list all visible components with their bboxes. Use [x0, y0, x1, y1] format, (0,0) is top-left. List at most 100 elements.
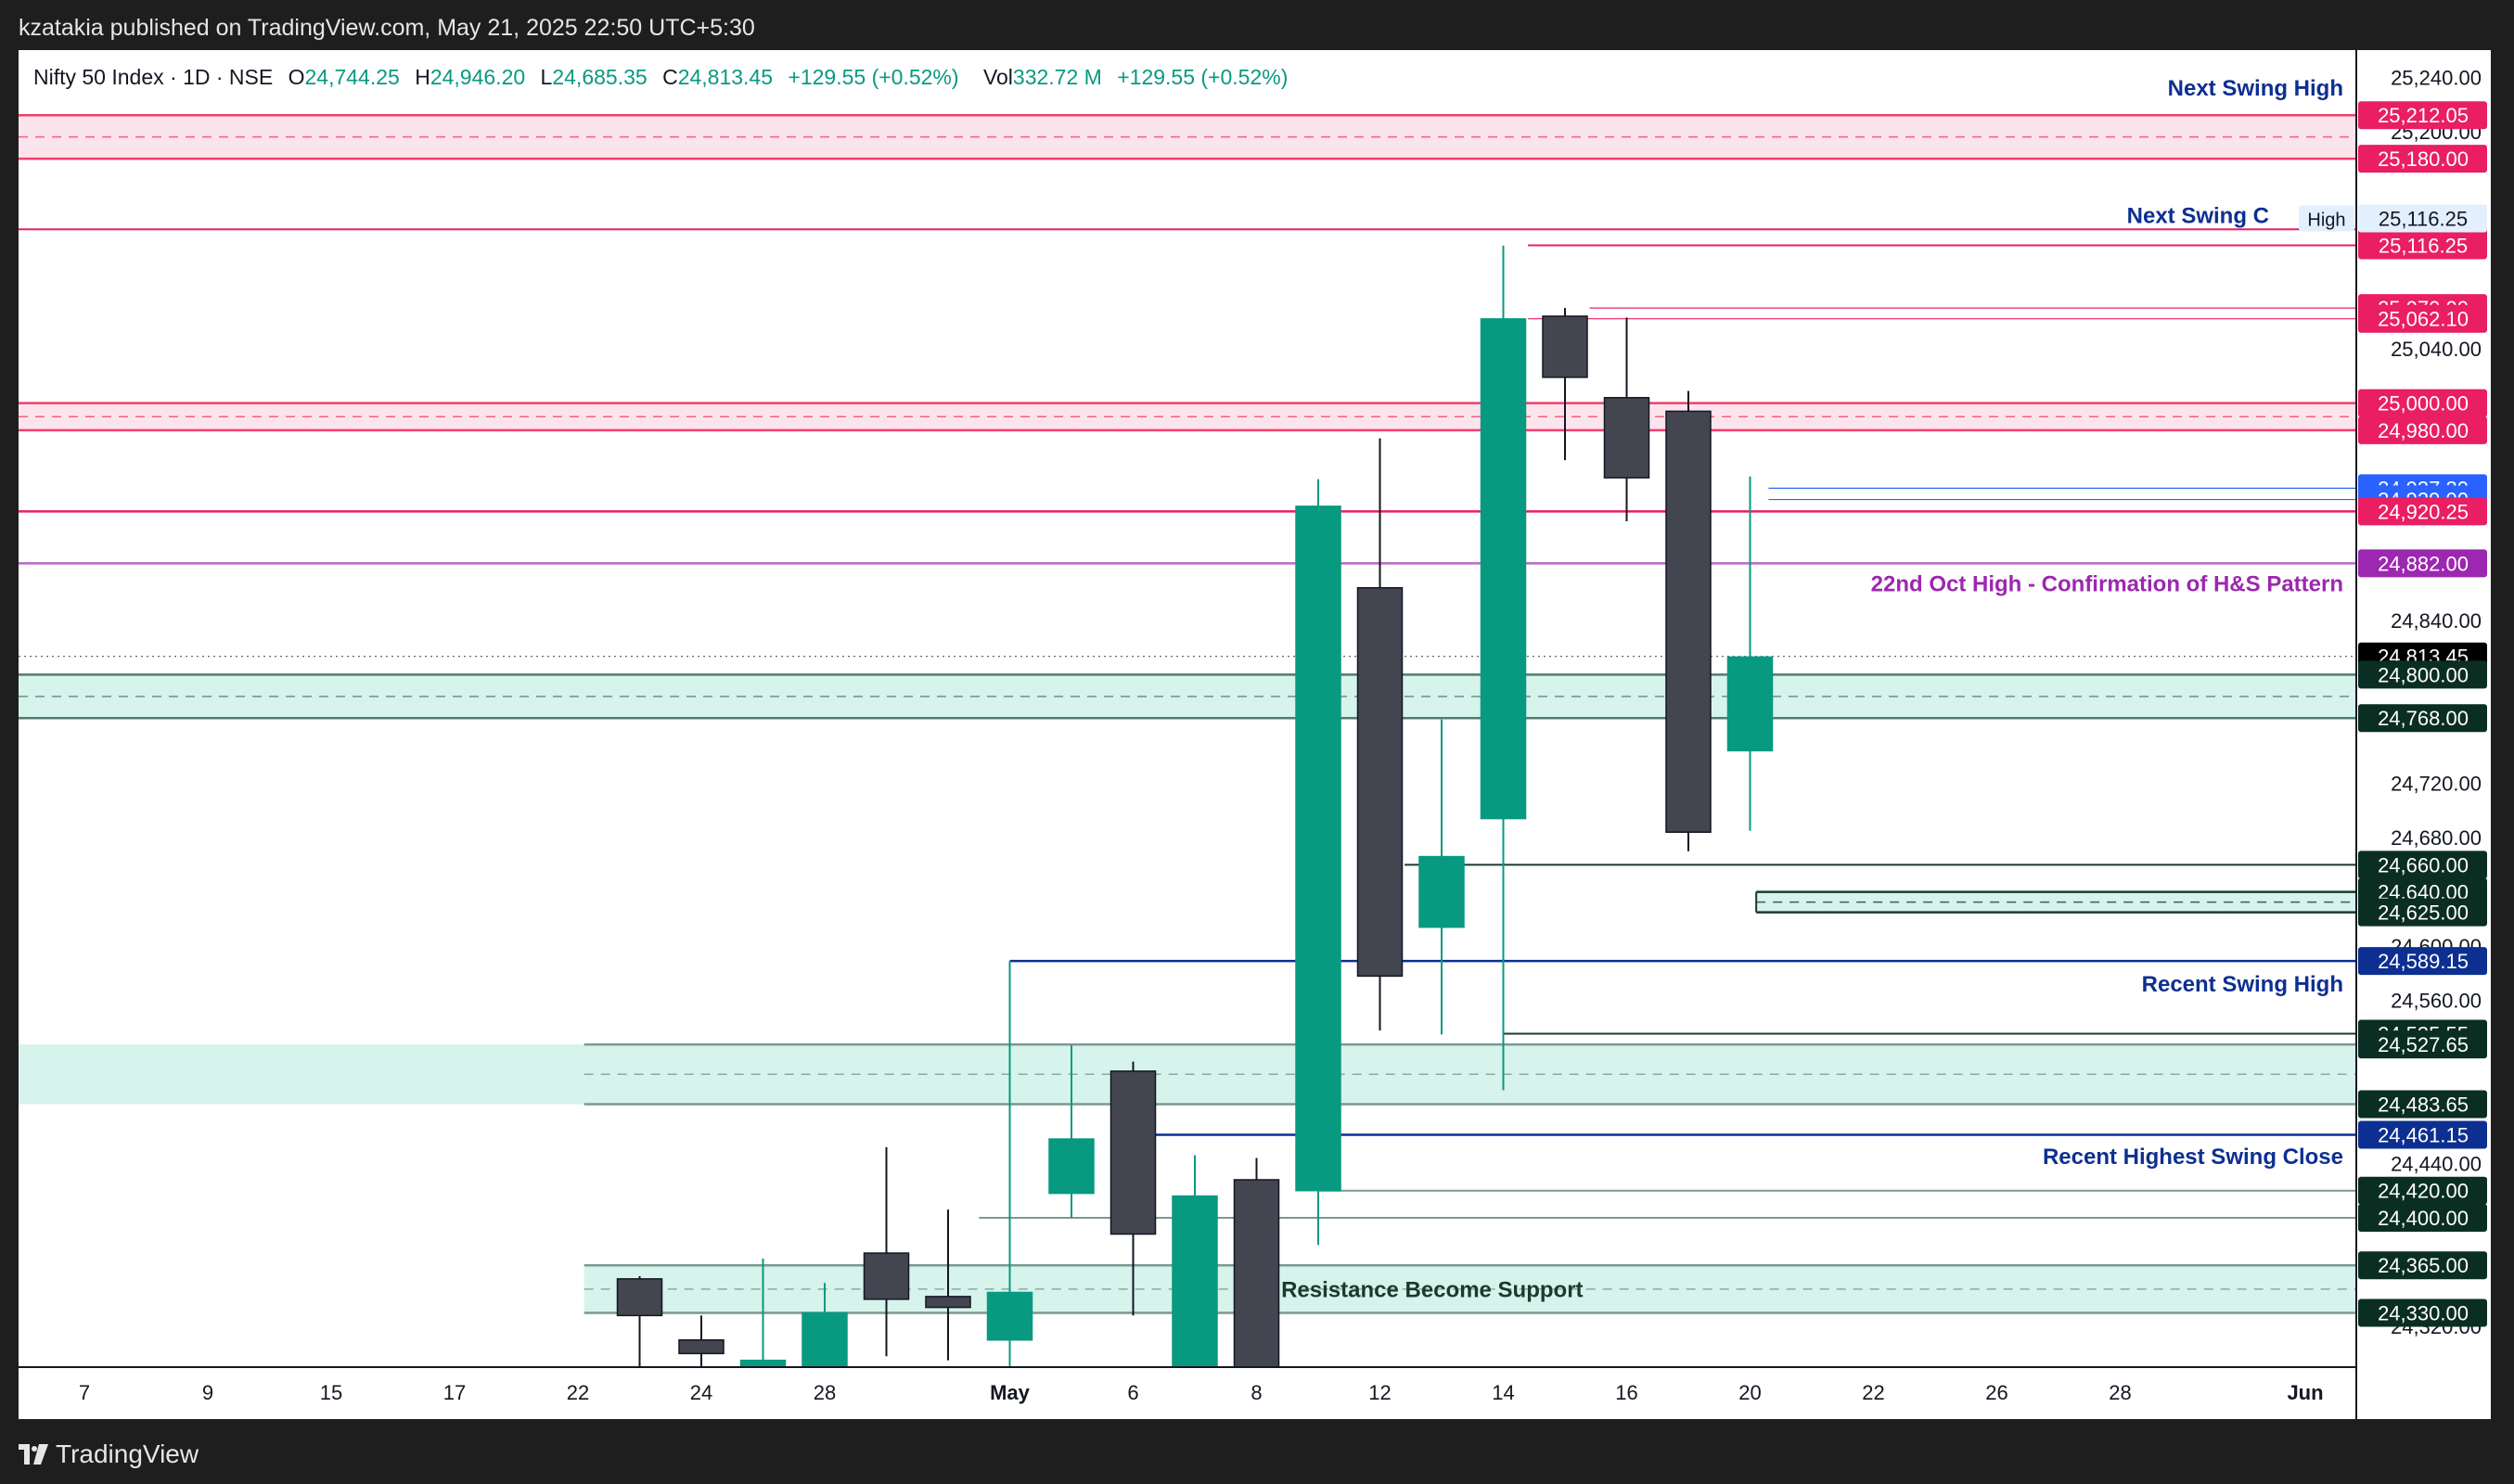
- high-marker-tag-bg: [2299, 205, 2354, 232]
- annotation-label: Recent Swing High: [2142, 972, 2343, 997]
- open-label: O: [288, 65, 305, 89]
- zone-24483-24527-left-fill: [19, 1044, 584, 1105]
- price-label-bg: [2358, 1251, 2487, 1280]
- annotation-label: Next Swing High: [2168, 76, 2343, 101]
- price-label: 24,461.15: [2378, 1123, 2469, 1146]
- price-label-bg: [2358, 389, 2487, 417]
- x-tick-label: 16: [1615, 1381, 1637, 1404]
- price-label-bg: [2358, 1090, 2487, 1119]
- high-marker-tag: High: [2307, 211, 2345, 231]
- x-tick-label: Jun: [2287, 1381, 2323, 1404]
- chart-area[interactable]: 25,240.00 25,200.00 25,040.00 24,840.00 24,7…: [19, 50, 2491, 1419]
- candle-down: [1356, 586, 1404, 978]
- price-label-bg: [2358, 898, 2487, 927]
- price-label-bg: [2358, 549, 2487, 578]
- candle-down: [678, 1338, 725, 1355]
- change-value-2: +129.55 (+0.52%): [1117, 65, 1289, 89]
- candle-down: [925, 1296, 971, 1309]
- annotation-label: Recent Highest Swing Close: [2043, 1145, 2343, 1170]
- price-label-bg: [2358, 1030, 2487, 1059]
- price-label: 25,062.10: [2378, 308, 2469, 331]
- candle-down: [616, 1278, 663, 1317]
- price-label-bg: [2358, 947, 2487, 976]
- x-tick-label: 9: [202, 1381, 213, 1404]
- price-label: 25,000.00: [2378, 392, 2469, 416]
- brand-name: TradingView: [56, 1439, 199, 1468]
- price-label: 24,483.65: [2378, 1094, 2469, 1117]
- candle-up: [1480, 318, 1527, 820]
- x-tick-label: 6: [1127, 1381, 1138, 1404]
- price-label-bg: [2358, 1176, 2487, 1205]
- price-label-bg: [2358, 416, 2487, 444]
- chart-canvas[interactable]: 25,240.0025,200.0025,040.0024,840.0024,7…: [19, 50, 2491, 1419]
- price-label-bg: [2358, 660, 2487, 689]
- price-label: 24,589.15: [2378, 950, 2469, 973]
- candle-down: [1603, 397, 1650, 479]
- close-value: 24,813.45: [677, 65, 774, 89]
- annotation-label: Resistance Become Support: [1281, 1278, 1583, 1303]
- x-tick-label: 20: [1738, 1381, 1761, 1404]
- x-tick-label: 28: [2109, 1381, 2131, 1404]
- y-tick-label: 24,560.00: [2391, 990, 2482, 1013]
- candle-down: [863, 1252, 910, 1300]
- high-marker-value-bg: [2358, 204, 2487, 233]
- candle-up: [739, 1359, 787, 1368]
- close-label: C: [662, 65, 678, 89]
- price-label-bg: [2358, 101, 2487, 130]
- y-tick-label: 24,440.00: [2391, 1152, 2482, 1175]
- price-label: 24,527.65: [2378, 1033, 2469, 1056]
- candle-up: [1418, 855, 1465, 928]
- change-value: +129.55 (+0.52%): [788, 65, 959, 89]
- high-value: 24,946.20: [430, 65, 526, 89]
- x-tick-label: 26: [1985, 1381, 2007, 1404]
- volume-label: Vol: [982, 65, 1013, 89]
- price-label-bg: [2358, 231, 2487, 260]
- publisher-bar: kzatakia published on TradingView.com, M…: [0, 0, 2514, 50]
- price-label-bg: [2358, 1120, 2487, 1149]
- high-marker-value: 25,116.25: [2379, 208, 2468, 231]
- candle-up: [1295, 505, 1341, 1192]
- brand[interactable]: TradingView: [19, 1439, 199, 1469]
- y-tick-label: 25,240.00: [2391, 66, 2482, 89]
- price-label: 24,920.25: [2378, 500, 2469, 523]
- price-label: 24,800.00: [2378, 663, 2469, 686]
- candle-up: [1048, 1138, 1095, 1195]
- price-label-bg: [2358, 851, 2487, 879]
- price-label: 25,180.00: [2378, 147, 2469, 171]
- price-label: 24,420.00: [2378, 1180, 2469, 1203]
- price-label-bg: [2358, 145, 2487, 173]
- low-label: L: [540, 65, 553, 89]
- price-label: 24,625.00: [2378, 902, 2469, 925]
- tradingview-logo-icon: [19, 1444, 48, 1465]
- candle-up: [802, 1311, 848, 1375]
- candle-down: [1665, 410, 1712, 833]
- price-label: 24,882.00: [2378, 552, 2469, 575]
- price-label-bg: [2358, 304, 2487, 333]
- x-tick-label: May: [990, 1381, 1031, 1404]
- candle-up: [986, 1291, 1033, 1341]
- price-label: 24,365.00: [2378, 1254, 2469, 1277]
- candle-down: [1109, 1070, 1157, 1235]
- x-tick-label: 14: [1492, 1381, 1514, 1404]
- price-label-bg: [2358, 704, 2487, 733]
- x-tick-label: 24: [690, 1381, 712, 1404]
- open-value: 24,744.25: [304, 65, 400, 89]
- symbol-title[interactable]: Nifty 50 Index · 1D · NSE: [33, 65, 274, 89]
- price-label: 24,768.00: [2378, 707, 2469, 730]
- ohlc-legend: Nifty 50 Index · 1D · NSE O24,744.25 H24…: [33, 65, 1288, 90]
- volume-value: 332.72 M: [1012, 65, 1102, 89]
- published-info: kzatakia published on TradingView.com, M…: [19, 15, 755, 41]
- x-tick-label: 7: [79, 1381, 90, 1404]
- x-tick-label: 22: [1862, 1381, 1884, 1404]
- annotation-label: 22nd Oct High - Confirmation of H&S Patt…: [1871, 571, 2343, 596]
- time-axis-background: [19, 1367, 2356, 1419]
- y-tick-label: 24,680.00: [2391, 826, 2482, 850]
- price-label: 24,980.00: [2378, 419, 2469, 442]
- price-label-bg: [2358, 1298, 2487, 1327]
- x-tick-label: 8: [1251, 1381, 1262, 1404]
- high-label: H: [415, 65, 430, 89]
- candle-down: [1542, 315, 1588, 378]
- price-label: 25,212.05: [2378, 104, 2469, 127]
- annotation-label: Next Swing C: [2127, 204, 2269, 229]
- low-value: 24,685.35: [552, 65, 648, 89]
